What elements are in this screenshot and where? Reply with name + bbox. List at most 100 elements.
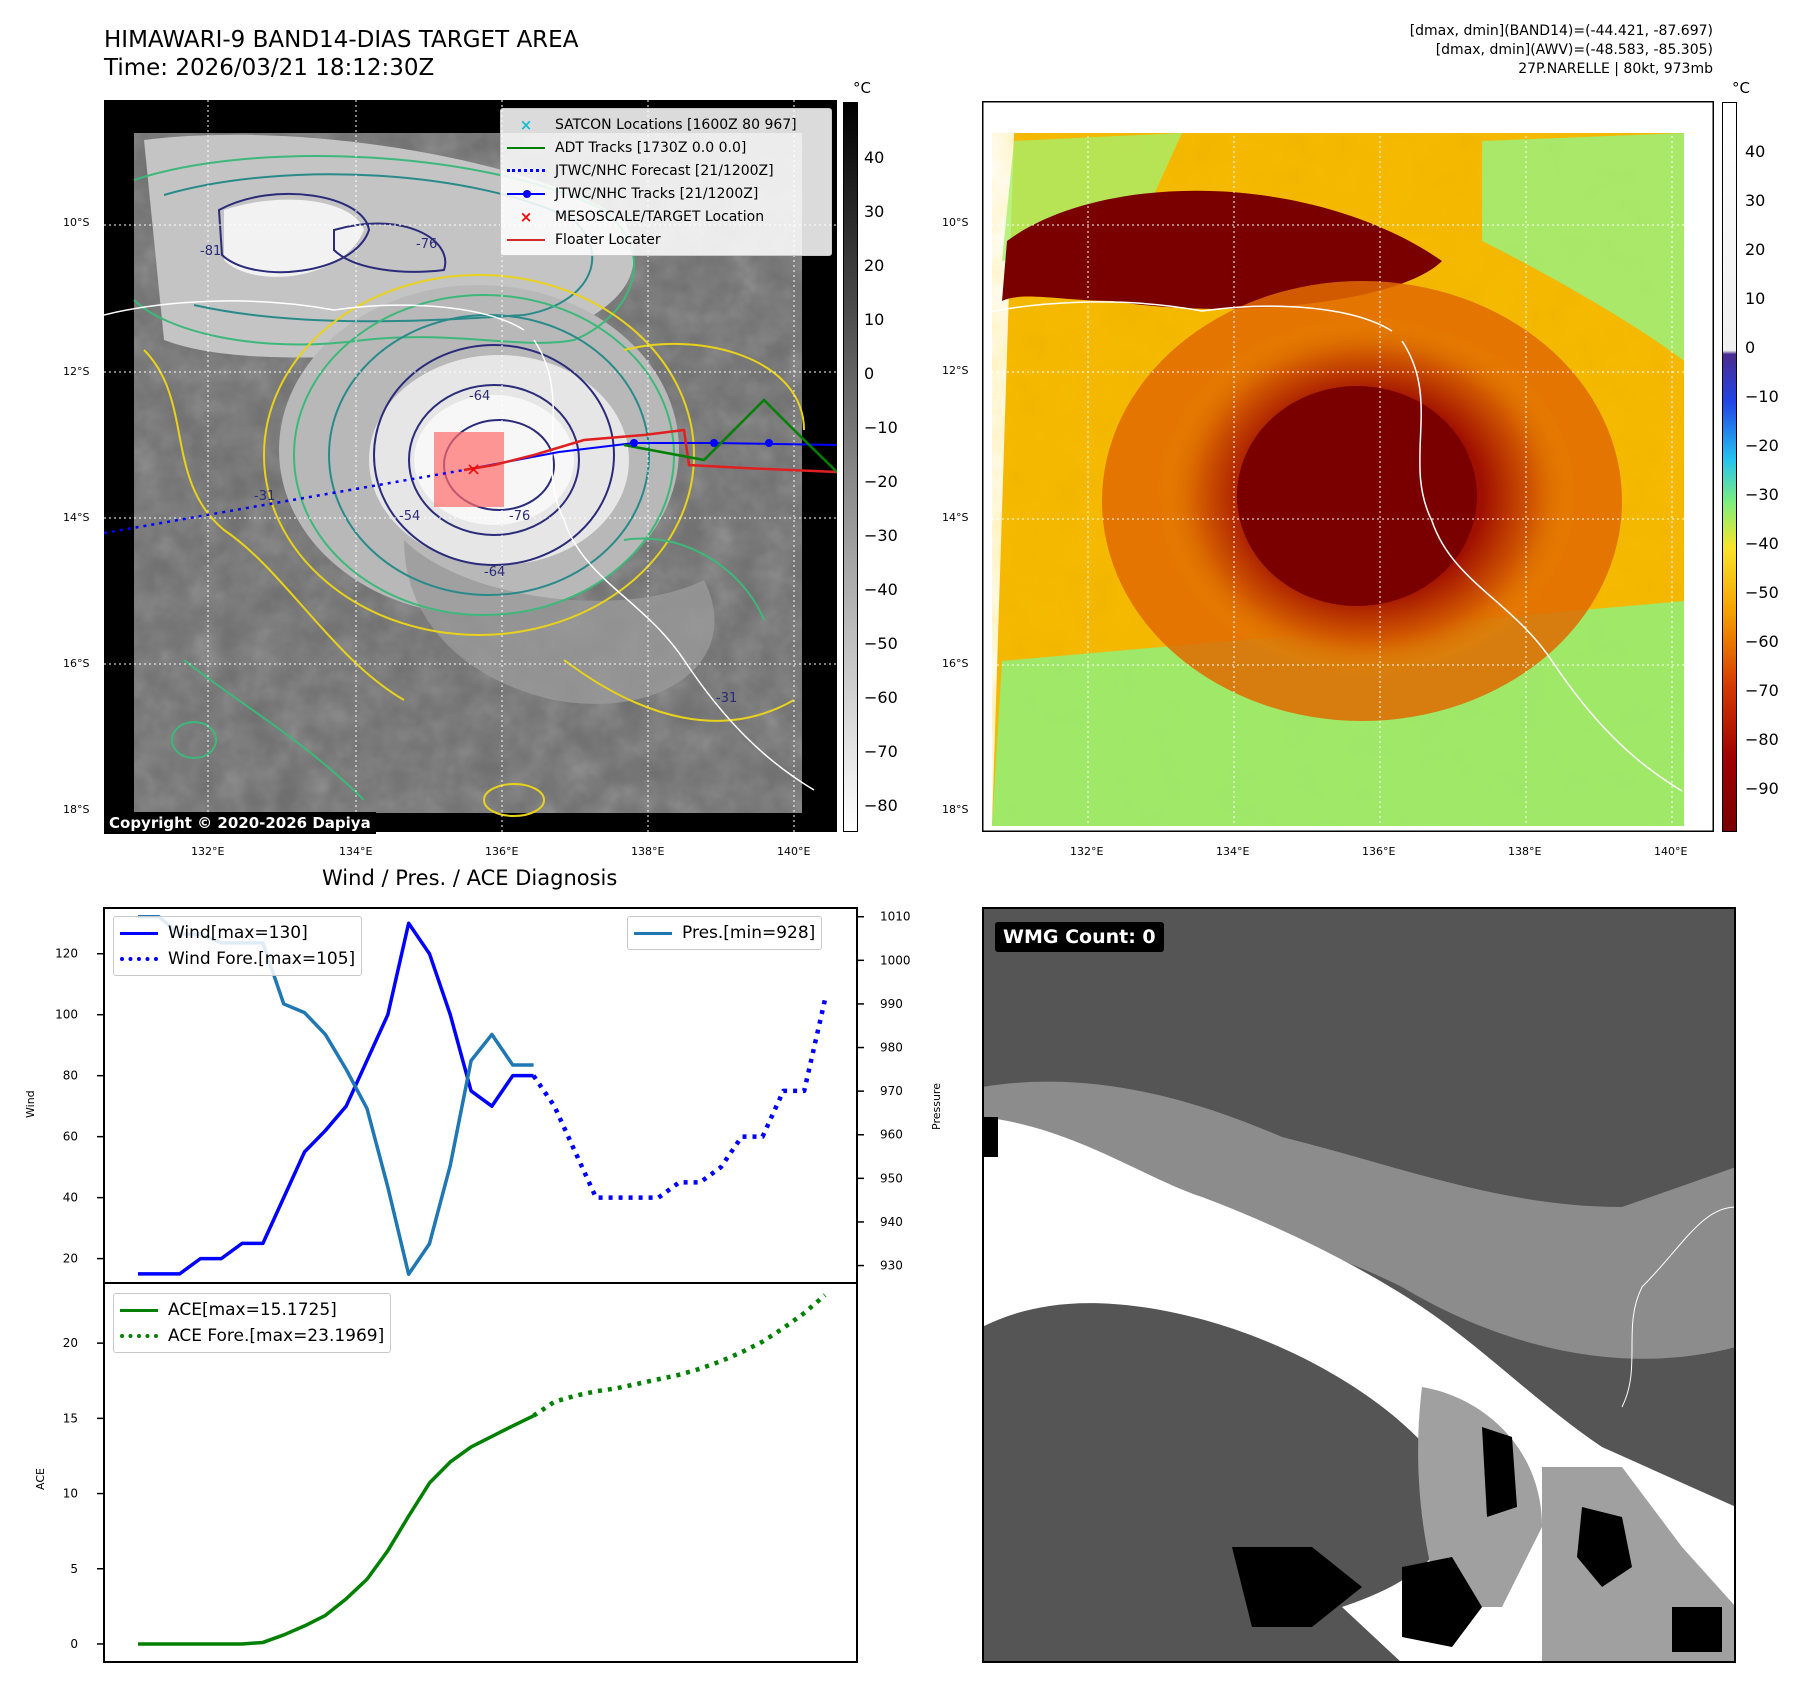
legend-item-wind-forecast: Wind Fore.[max=105] (120, 946, 355, 972)
color-colorbar (1722, 102, 1737, 832)
pressure-axis-label: Pressure (930, 1083, 943, 1130)
legend-item-ace-forecast: ACE Fore.[max=23.1969] (120, 1323, 384, 1349)
gray-cb-tick: −10 (864, 418, 898, 437)
lat-label: 14°S (63, 511, 90, 524)
gray-cb-tick: −50 (864, 634, 898, 653)
figure-info: [dmax, dmin](BAND14)=(-44.421, -87.697)[… (1409, 23, 1713, 77)
lon-label: 140°E (777, 845, 811, 858)
lat-label: 12°S (63, 365, 90, 378)
color-cb-tick: −60 (1745, 632, 1779, 651)
lat-label: 10°S (942, 216, 969, 229)
color-cb-tick: 20 (1745, 240, 1766, 259)
wmg-panel (982, 907, 1736, 1663)
gray-cb-tick: 10 (864, 310, 885, 329)
wind-tick-label: 120 (55, 947, 78, 961)
figure-title: HIMAWARI-9 BAND14-DIAS TARGET AREA Time: … (104, 27, 579, 81)
color-cb-tick: −10 (1745, 387, 1779, 406)
pressure-tick-label: 990 (880, 997, 903, 1011)
lat-label: 18°S (63, 803, 90, 816)
lat-label: 14°S (942, 511, 969, 524)
pressure-tick-label: 960 (880, 1128, 903, 1142)
ace-tick-label: 10 (63, 1487, 78, 1501)
contour-label: -76 (509, 509, 530, 524)
contour-label: -76 (416, 237, 437, 252)
wind-tick-label: 40 (63, 1191, 78, 1205)
contour-label: -54 (399, 509, 420, 524)
color-cb-tick: 10 (1745, 289, 1766, 308)
color-colorbar-unit: °C (1732, 79, 1750, 97)
ace-legend: ACE[max=15.1725] ACE Fore.[max=23.1969] (113, 1293, 392, 1353)
pressure-tick-label: 950 (880, 1171, 903, 1185)
pressure-tick-label: 930 (880, 1259, 903, 1273)
gray-colorbar (843, 102, 858, 832)
copyright-label: Copyright © 2020-2026 Dapiya (104, 812, 376, 834)
color-cb-tick: −20 (1745, 436, 1779, 455)
legend-item-satcon: × SATCON Locations [1600Z 80 967] (519, 115, 797, 134)
gray-cb-tick: −70 (864, 742, 898, 761)
wind-axis-label: Wind (24, 1090, 37, 1118)
awv-map-panel (982, 101, 1714, 832)
legend-item-ace: ACE[max=15.1725] (120, 1297, 384, 1323)
lon-label: 136°E (485, 845, 519, 858)
legend-item-adt: ADT Tracks [1730Z 0.0 0.0] (507, 136, 825, 159)
gray-cb-tick: −30 (864, 526, 898, 545)
lon-label: 138°E (631, 845, 665, 858)
color-cb-tick: −80 (1745, 730, 1779, 749)
ace-series-line-0 (138, 1414, 535, 1646)
wind-tick-label: 80 (63, 1069, 78, 1083)
lat-label: 16°S (942, 657, 969, 670)
pressure-tick-label: 1010 (880, 910, 911, 924)
gray-cb-tick: −80 (864, 796, 898, 815)
contour-label: -31 (716, 691, 737, 706)
gray-cb-tick: 30 (864, 202, 885, 221)
wmg-count-badge: WMG Count: 0 (995, 922, 1164, 952)
gray-cb-tick: 40 (864, 148, 885, 167)
color-cb-tick: −90 (1745, 779, 1779, 798)
contour-label: -64 (484, 565, 505, 580)
color-cb-tick: −50 (1745, 583, 1779, 602)
ace-series-line-1 (532, 1293, 827, 1418)
wind-tick-label: 20 (63, 1252, 78, 1266)
svg-text:×: × (466, 459, 481, 480)
lon-label: 132°E (191, 845, 225, 858)
lon-label: 134°E (339, 845, 373, 858)
color-cb-tick: −30 (1745, 485, 1779, 504)
pressure-tick-label: 1000 (880, 953, 911, 967)
diagnosis-title: Wind / Pres. / ACE Diagnosis (322, 866, 618, 890)
series-line-1 (531, 998, 828, 1200)
pressure-tick-label: 940 (880, 1215, 903, 1229)
wind-legend: Wind[max=130] Wind Fore.[max=105] (113, 916, 363, 976)
ace-tick-label: 0 (70, 1637, 78, 1651)
lat-label: 16°S (63, 657, 90, 670)
ace-tick-label: 5 (70, 1562, 78, 1576)
contour-label: -81 (200, 244, 221, 259)
lon-label: 134°E (1216, 845, 1250, 858)
legend-item-target: × MESOSCALE/TARGET Location (519, 207, 765, 226)
gray-cb-tick: −20 (864, 472, 898, 491)
ace-tick-label: 20 (63, 1336, 78, 1350)
gray-cb-tick: −60 (864, 688, 898, 707)
legend-item-forecast: JTWC/NHC Forecast [21/1200Z] (507, 159, 825, 182)
diagnosis-chart: 2040608010012093094095096097098099010001… (55, 907, 911, 1663)
ace-tick-label: 15 (63, 1411, 78, 1425)
map-legend: × SATCON Locations [1600Z 80 967] ADT Tra… (500, 108, 832, 256)
legend-item-pressure: Pres.[min=928] (634, 920, 815, 946)
color-cb-tick: −70 (1745, 681, 1779, 700)
lat-label: 12°S (942, 364, 969, 377)
color-cb-tick: −40 (1745, 534, 1779, 553)
gray-colorbar-unit: °C (853, 79, 871, 97)
gray-cb-tick: −40 (864, 580, 898, 599)
contour-label: -31 (254, 489, 275, 504)
pressure-tick-label: 970 (880, 1084, 903, 1098)
gray-cb-tick: 0 (864, 364, 875, 383)
lon-label: 140°E (1654, 845, 1688, 858)
color-cb-tick: 30 (1745, 191, 1766, 210)
legend-item-tracks: JTWC/NHC Tracks [21/1200Z] (507, 182, 825, 205)
lat-label: 18°S (942, 803, 969, 816)
ace-axes-frame (103, 1282, 858, 1663)
lon-label: 132°E (1070, 845, 1104, 858)
legend-item-floater: Floater Locater (507, 228, 825, 251)
wind-tick-label: 100 (55, 1008, 78, 1022)
lon-label: 136°E (1362, 845, 1396, 858)
lon-label: 138°E (1508, 845, 1542, 858)
